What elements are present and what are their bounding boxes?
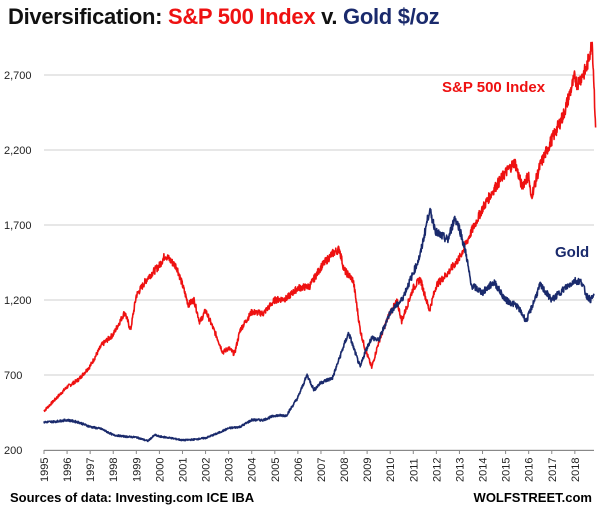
x-tick-label: 2015 — [501, 458, 513, 482]
x-tick-label: 2010 — [385, 458, 397, 482]
gold-label: Gold — [555, 244, 589, 261]
y-tick-label: 2,700 — [4, 70, 32, 82]
title-part-gold: Gold $/oz — [343, 4, 440, 29]
x-tick-label: 2001 — [177, 458, 189, 482]
x-tick-label: 2004 — [247, 458, 259, 482]
x-tick-label: 2005 — [270, 458, 282, 482]
sp500-label: S&P 500 Index — [442, 79, 546, 96]
x-tick-label: 2002 — [201, 458, 213, 482]
x-tick-label: 1998 — [108, 458, 120, 482]
y-tick-label: 700 — [4, 370, 22, 382]
x-tick-label: 2000 — [154, 458, 166, 482]
series-lines — [43, 41, 597, 443]
x-tick-label: 2003 — [224, 458, 236, 482]
x-tick-label: 1995 — [39, 458, 51, 482]
x-tick-label: 2014 — [478, 458, 490, 482]
x-tick-label: 1996 — [62, 458, 74, 482]
y-tick-label: 1,200 — [4, 295, 32, 307]
x-tick-label: 2006 — [293, 458, 305, 482]
y-axis-ticks: 200 700 1,200 1,700 2,200 2,700 — [4, 70, 32, 457]
sp500-series-line — [43, 41, 597, 413]
y-tick-label: 2,200 — [4, 145, 32, 157]
x-tick-label: 2011 — [408, 458, 420, 482]
x-tick-label: 2017 — [547, 458, 559, 482]
x-tick-label: 2013 — [454, 458, 466, 482]
sources-note: Sources of data: Investing.com ICE IBA — [10, 490, 255, 505]
x-tick-label: 2009 — [362, 458, 374, 482]
x-axis-ticks: 1995 1996 1997 1998 1999 2000 2001 2002 2003 2004… — [39, 450, 582, 482]
gold-series-line — [43, 207, 595, 443]
title-part-diversification: Diversification: — [8, 4, 163, 29]
x-tick-label: 1999 — [131, 458, 143, 482]
x-tick-label: 2016 — [524, 458, 536, 482]
y-tick-label: 1,700 — [4, 220, 32, 232]
title-part-versus: v. — [321, 4, 338, 29]
x-tick-label: 1997 — [85, 458, 97, 482]
x-tick-label: 2018 — [570, 458, 582, 482]
chart-title: Diversification: S&P 500 Index v. Gold $… — [8, 4, 440, 30]
title-part-sp500: S&P 500 Index — [167, 4, 316, 29]
x-tick-label: 2007 — [316, 458, 328, 482]
y-tick-label: 200 — [4, 445, 22, 457]
grid-lines — [44, 74, 594, 451]
x-tick-label: 2008 — [339, 458, 351, 482]
x-tick-label: 2012 — [431, 458, 443, 482]
wolfstreet-brand: WOLFSTREET.com — [473, 490, 592, 505]
